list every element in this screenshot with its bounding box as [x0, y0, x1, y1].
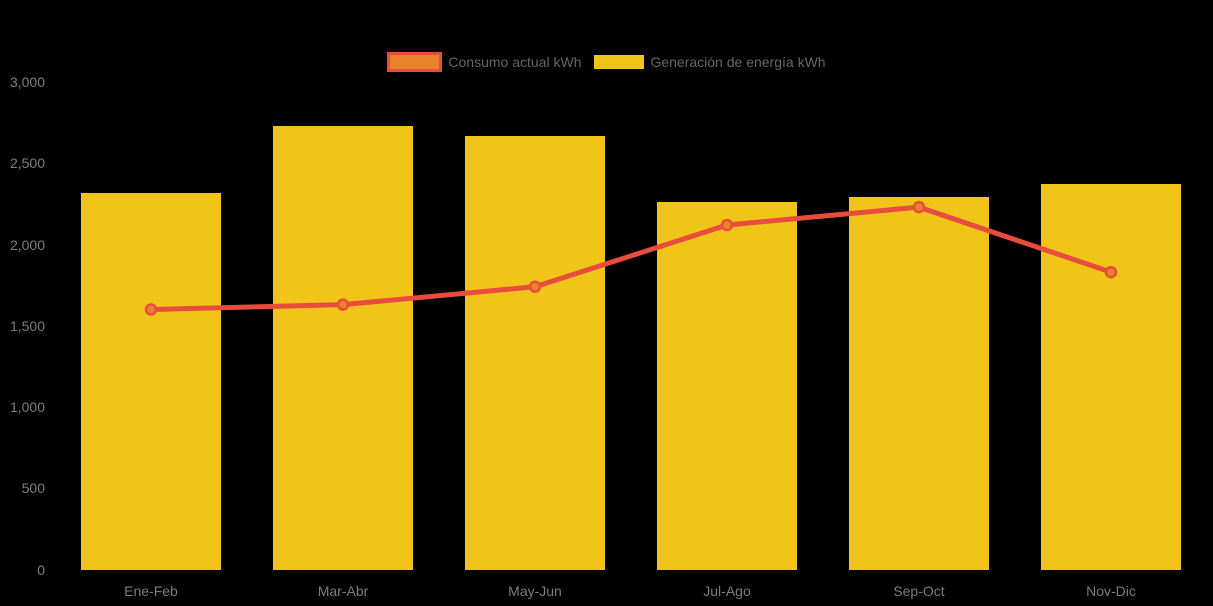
- generation-bar-Nov-Dic: [1041, 184, 1181, 570]
- legend-label-consumo: Consumo actual kWh: [448, 54, 582, 70]
- y-axis-tick-label: 2,000: [9, 236, 45, 253]
- consumption-line: [148, 204, 1114, 312]
- x-axis-label-Ene-Feb: Ene-Feb: [124, 583, 178, 599]
- generation-bar-Sep-Oct: [849, 197, 989, 570]
- y-axis-tick-label: 1,000: [9, 399, 45, 415]
- y-axis: 0 500 1,000 1,500 2,000 2,500 3,000: [0, 0, 45, 606]
- consumption-point-Jul-Ago: [720, 218, 734, 232]
- generacion-bar-swatch-icon: [594, 55, 645, 69]
- x-axis-label-May-Jun: May-Jun: [508, 583, 562, 599]
- consumption-point-Ene-Feb: [144, 303, 158, 316]
- legend-item-consumo[interactable]: Consumo actual kWh: [387, 52, 581, 72]
- y-axis-tick-label: 3,000: [9, 74, 45, 90]
- generation-bar-Mar-Abr: [273, 125, 413, 570]
- y-axis-tick-label: 2,500: [9, 155, 45, 172]
- x-axis: Ene-Feb Mar-Abr May-Jun Jul-Ago Sep-Oct Nov-D…: [0, 583, 1213, 601]
- y-axis-tick-label: 500: [21, 480, 45, 497]
- consumo-line-swatch-icon: [387, 52, 443, 72]
- y-axis-tick-label: 0: [37, 561, 45, 578]
- legend-label-generacion: Generación de energía kWh: [650, 54, 826, 70]
- generation-bar-Ene-Feb: [81, 192, 221, 570]
- consumption-point-Nov-Dic: [1104, 265, 1118, 279]
- generation-bar-May-Jun: [465, 135, 605, 570]
- consumption-point-Sep-Oct: [912, 200, 926, 214]
- x-axis-label-Mar-Abr: Mar-Abr: [317, 583, 369, 599]
- y-axis-tick-label: 1,500: [9, 317, 45, 334]
- chart-legend: Consumo actual kWh Generación de energía…: [0, 48, 1213, 76]
- consumption-point-Mar-Abr: [336, 298, 350, 311]
- generation-bar-Jul-Ago: [657, 202, 797, 570]
- x-axis-label-Nov-Dic: Nov-Dic: [1086, 583, 1136, 599]
- legend-item-generacion[interactable]: Generación de energía kWh: [594, 54, 826, 70]
- x-axis-label-Sep-Oct: Sep-Oct: [893, 583, 945, 599]
- consumption-point-May-Jun: [528, 280, 542, 293]
- x-axis-label-Jul-Ago: Jul-Ago: [703, 583, 751, 599]
